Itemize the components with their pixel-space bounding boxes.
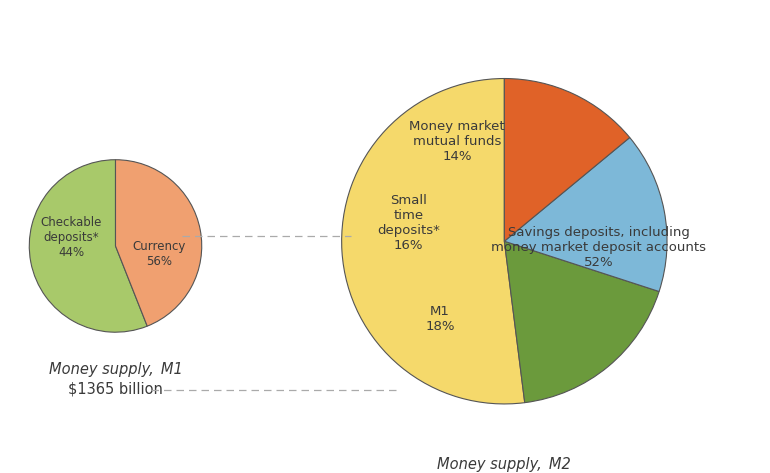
Text: Savings deposits, including
money market deposit accounts
52%: Savings deposits, including money market… (491, 226, 706, 269)
Text: Money supply,  M2: Money supply, M2 (437, 457, 571, 472)
Text: Currency
56%: Currency 56% (133, 240, 186, 268)
Text: Small
time
deposits*
16%: Small time deposits* 16% (377, 194, 440, 252)
Text: Checkable
deposits*
44%: Checkable deposits* 44% (41, 216, 102, 259)
Wedge shape (342, 79, 524, 404)
Wedge shape (504, 138, 667, 291)
Text: M1
18%: M1 18% (425, 305, 455, 333)
Text: Money supply,  M1: Money supply, M1 (49, 362, 182, 377)
Wedge shape (504, 79, 630, 241)
Wedge shape (504, 241, 659, 403)
Text: Money market
mutual funds
14%: Money market mutual funds 14% (410, 120, 505, 163)
Wedge shape (29, 160, 147, 332)
Text: $1365 billion: $1365 billion (68, 382, 163, 397)
Wedge shape (116, 160, 202, 326)
